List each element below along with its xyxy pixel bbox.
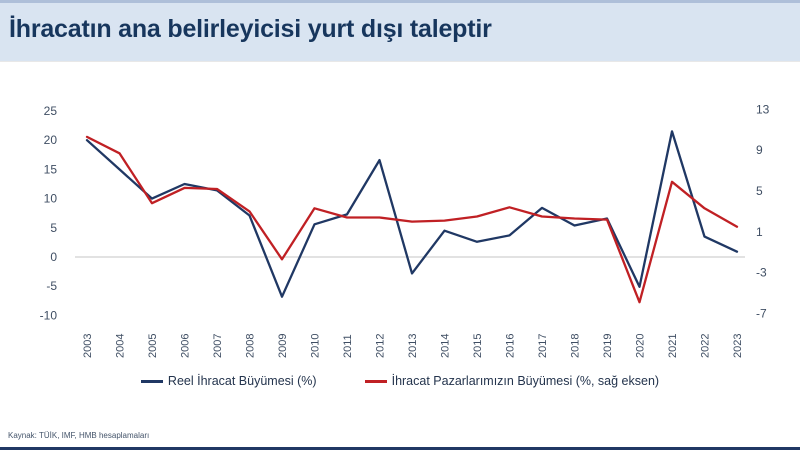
x-axis-label: 2017: [537, 334, 549, 358]
x-axis-label: 2014: [440, 334, 452, 358]
left-axis-tick: 5: [50, 221, 57, 235]
x-axis-label: 2022: [700, 334, 712, 358]
series-line-1: [85, 135, 739, 304]
legend-label: İhracat Pazarlarımızın Büyümesi (%, sağ …: [391, 374, 660, 388]
right-axis-tick: 5: [756, 184, 763, 198]
x-axis-label: 2018: [570, 334, 582, 358]
left-axis-tick: 15: [44, 162, 58, 176]
left-axis-tick: -5: [46, 279, 57, 293]
x-axis-label: 2023: [732, 334, 744, 358]
legend-item-ihracat-pazarlari-buyumesi: İhracat Pazarlarımızın Büyümesi (%, sağ …: [364, 374, 660, 388]
x-axis-label: 2021: [667, 334, 679, 358]
left-axis-ticks: 25 20 15 10 5 0 -5 -10: [40, 104, 58, 322]
legend-item-reel-ihracat-buyumesi: Reel İhracat Büyümesi (%): [140, 374, 317, 388]
left-axis-tick: -10: [40, 308, 58, 322]
x-axis-label: 2008: [245, 334, 257, 358]
series-line-0: [85, 130, 739, 298]
left-axis-tick: 10: [44, 192, 58, 206]
x-axis-label: 2004: [115, 334, 127, 358]
legend-label: Reel İhracat Büyümesi (%): [167, 374, 317, 388]
x-axis-labels: 2003 2004 2005 2006 2007 2008 2009 2010 2011 2012…: [82, 334, 744, 358]
right-axis-tick: 13: [756, 102, 770, 116]
right-axis-tick: 1: [756, 225, 763, 239]
right-axis-ticks: 13 9 5 1 -3 -7: [756, 102, 770, 320]
left-axis-tick: 20: [44, 133, 58, 147]
x-axis-label: 2005: [147, 334, 159, 358]
x-axis-label: 2009: [277, 334, 289, 358]
bottom-accent-bar: [0, 447, 800, 450]
x-axis-label: 2019: [602, 334, 614, 358]
x-axis-label: 2013: [407, 334, 419, 358]
chart-legend: Reel İhracat Büyümesi (%) İhracat Pazarl…: [0, 374, 800, 388]
x-axis-label: 2006: [180, 334, 192, 358]
x-axis-label: 2015: [472, 334, 484, 358]
left-axis-tick: 0: [50, 250, 57, 264]
source-note: Kaynak: TÜİK, IMF, HMB hesaplamaları: [8, 431, 150, 440]
x-axis-label: 2020: [635, 334, 647, 358]
right-axis-tick: 9: [756, 143, 763, 157]
left-axis-tick: 25: [44, 104, 58, 118]
right-axis-tick: -3: [756, 266, 767, 280]
x-axis-label: 2011: [342, 334, 354, 358]
x-axis-label: 2003: [82, 334, 94, 358]
right-axis-tick: -7: [756, 306, 767, 320]
title-bar: İhracatın ana belirleyicisi yurt dışı ta…: [0, 0, 800, 62]
legend-swatch-blue: [140, 379, 163, 383]
legend-swatch-red: [364, 379, 387, 383]
x-axis-label: 2007: [212, 334, 224, 358]
x-axis-label: 2012: [375, 334, 387, 358]
x-axis-label: 2010: [310, 334, 322, 358]
x-axis-label: 2016: [505, 334, 517, 358]
page-title: İhracatın ana belirleyicisi yurt dışı ta…: [9, 15, 492, 43]
